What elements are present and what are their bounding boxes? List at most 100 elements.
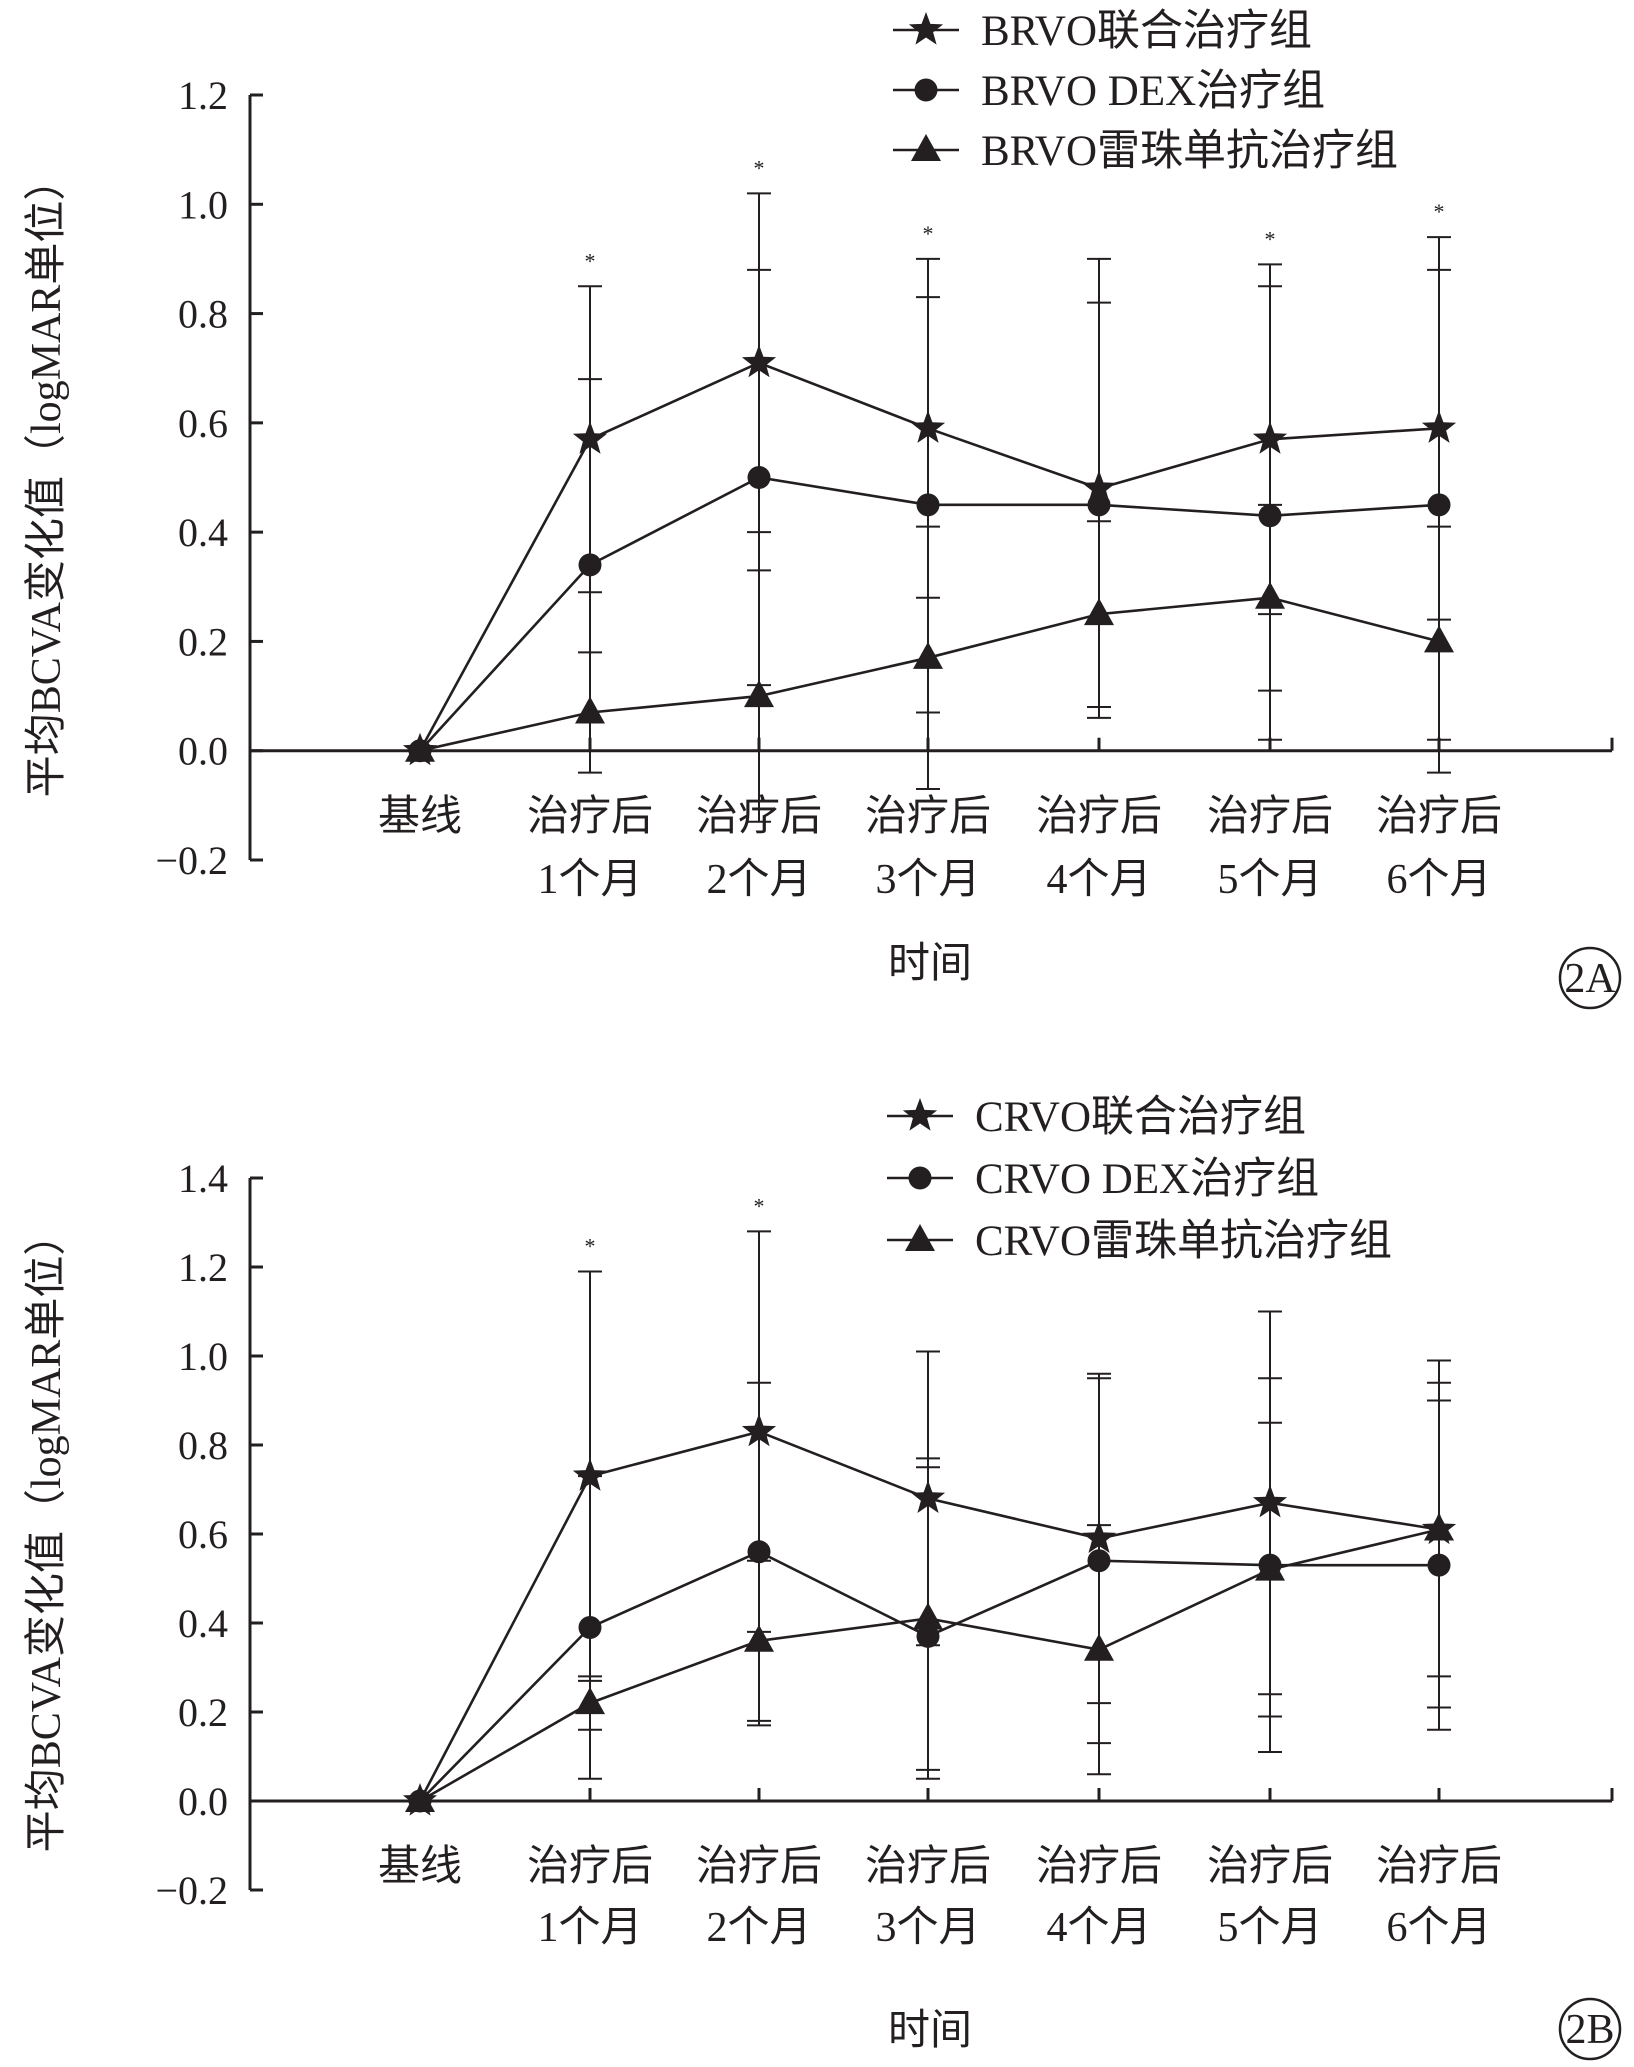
y-tick-label: 1.4 — [178, 1156, 228, 1201]
chart-panel-2a: −0.2 0.0 0.2 0.4 0.6 0.8 1.0 1.2 基线 治疗后 1个月 治疗后 2个月 治… — [23, 8, 1622, 1010]
y-tick-label: 0.0 — [178, 729, 228, 774]
x-axis-title: 时间 — [888, 941, 972, 987]
data-point-triangle — [1084, 1633, 1114, 1661]
x-category-label: 4个月 — [1046, 1905, 1151, 1951]
y-axis-title: 平均BCVA变化值（logMAR单位） — [23, 159, 70, 798]
error-bars-triangle — [578, 503, 1451, 823]
data-point-star — [1081, 470, 1117, 503]
error-bars-circle — [578, 268, 1451, 752]
series-triangle — [405, 581, 1454, 762]
legend-marker-circle — [914, 78, 938, 102]
legend: CRVO联合治疗组 CRVO DEX治疗组 CRVO雷珠单抗治疗组 — [887, 1094, 1392, 1265]
series-star — [402, 344, 1457, 766]
x-axis-title: 时间 — [888, 2008, 972, 2054]
x-category-label: 3个月 — [875, 1905, 980, 1951]
legend-marker-star — [908, 12, 944, 45]
data-point-circle — [916, 1624, 940, 1648]
data-point-triangle — [1255, 581, 1285, 609]
data-point-circle — [578, 1615, 602, 1639]
data-point-circle — [916, 493, 940, 517]
x-category-label: 治疗后 — [1036, 794, 1162, 840]
y-tick-label: 0.6 — [178, 1512, 228, 1557]
data-point-star — [741, 344, 777, 378]
error-bars-triangle — [578, 1381, 1451, 1776]
legend-label: CRVO雷珠单抗治疗组 — [975, 1217, 1392, 1265]
y-tick-label: 0.2 — [178, 1690, 228, 1735]
data-point-triangle — [405, 1785, 435, 1812]
legend-label: CRVO联合治疗组 — [975, 1094, 1306, 1141]
significance-marker: * — [754, 1193, 765, 1218]
series-line — [419, 476, 1440, 752]
data-point-star — [572, 421, 608, 454]
data-point-triangle — [1424, 1513, 1454, 1541]
x-category-label: 治疗后 — [527, 1844, 653, 1890]
data-point-triangle — [405, 734, 435, 762]
x-category-label: 2个月 — [706, 1905, 811, 1951]
data-point-star — [572, 1458, 608, 1491]
error-bars-star — [578, 192, 1451, 719]
data-point-star — [1081, 1520, 1117, 1553]
series-circle — [408, 1540, 1451, 1813]
x-category-label: 基线 — [378, 794, 462, 840]
series-triangle — [405, 1513, 1454, 1812]
x-category-label: 治疗后 — [1376, 794, 1502, 840]
data-point-circle — [1427, 1553, 1451, 1577]
y-tick-label: −0.2 — [155, 838, 228, 883]
legend-marker-triangle — [905, 1224, 935, 1251]
significance-marker: * — [585, 248, 596, 273]
x-category-label: 4个月 — [1046, 857, 1151, 903]
x-category-label: 治疗后 — [1376, 1844, 1502, 1890]
x-category-label: 治疗后 — [865, 794, 991, 840]
data-point-circle — [747, 466, 771, 489]
legend-label: BRVO联合治疗组 — [981, 8, 1312, 55]
data-point-circle — [578, 553, 602, 577]
x-category-label: 治疗后 — [1207, 794, 1333, 840]
legend-marker-triangle — [911, 134, 941, 161]
data-point-triangle — [1255, 1553, 1285, 1581]
panel-label: 2A — [1564, 956, 1616, 1002]
x-category-label: 基线 — [378, 1844, 462, 1890]
y-tick-label: 0.8 — [178, 1423, 228, 1468]
x-category-label: 5个月 — [1217, 857, 1322, 903]
data-point-star — [910, 1480, 946, 1513]
data-point-triangle — [744, 680, 774, 708]
data-point-star — [1252, 1484, 1288, 1518]
y-axis-title: 平均BCVA变化值（logMAR单位） — [23, 1214, 70, 1853]
panel-label: 2B — [1565, 2007, 1614, 2053]
data-point-triangle — [1424, 625, 1454, 653]
x-category-label: 治疗后 — [1207, 1844, 1333, 1890]
y-tick-label: −0.2 — [155, 1868, 228, 1913]
series-circle — [408, 466, 1451, 763]
x-category-label: 治疗后 — [865, 1844, 991, 1890]
data-point-circle — [1087, 1549, 1111, 1573]
y-tick-label: 1.0 — [178, 1334, 228, 1379]
x-category-label: 治疗后 — [1036, 1844, 1162, 1890]
y-tick-label: 1.2 — [178, 73, 228, 118]
legend-label: BRVO DEX治疗组 — [981, 68, 1325, 115]
significance-marker: * — [754, 155, 765, 180]
x-category-label: 3个月 — [875, 857, 980, 903]
y-tick-label: 0.6 — [178, 401, 228, 446]
data-point-circle — [1258, 504, 1282, 528]
y-tick-label: 0.0 — [178, 1779, 228, 1824]
y-tick-label: 0.4 — [178, 1601, 228, 1646]
legend-marker-star — [902, 1098, 938, 1131]
legend: BRVO联合治疗组 BRVO DEX治疗组 BRVO雷珠单抗治疗组 — [893, 8, 1398, 175]
data-point-triangle — [913, 641, 943, 669]
y-tick-label: 0.4 — [178, 510, 228, 555]
y-tick-label: 0.8 — [178, 292, 228, 337]
x-category-label: 1个月 — [537, 857, 642, 903]
data-point-star — [1421, 410, 1457, 443]
y-tick-label: 1.0 — [178, 182, 228, 227]
series-line — [419, 596, 1440, 752]
y-tick-label: 1.2 — [178, 1245, 228, 1290]
x-category-label: 6个月 — [1386, 857, 1491, 903]
x-category-label: 5个月 — [1217, 1905, 1322, 1951]
legend-label: BRVO雷珠单抗治疗组 — [981, 127, 1398, 175]
x-category-label: 治疗后 — [527, 794, 653, 840]
x-category-label: 6个月 — [1386, 1905, 1491, 1951]
significance-marker: * — [923, 221, 934, 246]
data-point-triangle — [575, 1687, 605, 1715]
data-point-triangle — [913, 1602, 943, 1630]
